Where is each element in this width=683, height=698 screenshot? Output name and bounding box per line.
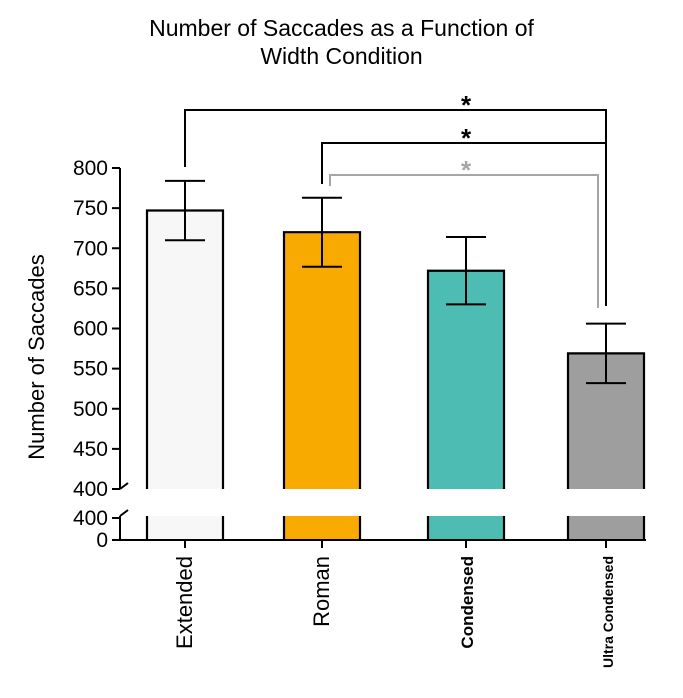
x-tick-label-3: Ultra Condensed bbox=[600, 556, 616, 668]
significance-bracket-2 bbox=[329, 174, 599, 308]
axis-break-mark-top bbox=[119, 482, 129, 490]
chart-title-line-1: Number of Saccades as a Function of bbox=[149, 15, 534, 41]
chart-title: Number of Saccades as a Function of Widt… bbox=[0, 14, 683, 70]
bar-lower-fill-0 bbox=[147, 516, 223, 540]
axis-break-mark-bottom bbox=[119, 509, 129, 517]
y-tick-label-800: 800 bbox=[73, 157, 108, 180]
bar-lower-fill-1 bbox=[284, 516, 360, 540]
significance-star-2: * bbox=[461, 155, 472, 185]
y-tick-label-600: 600 bbox=[73, 318, 108, 341]
y-tick-label-650: 650 bbox=[73, 277, 108, 300]
significance-star-0: * bbox=[461, 90, 472, 120]
x-axis-labels: Extended Roman Condensed Ultra Condensed bbox=[172, 556, 616, 668]
bars bbox=[145, 179, 646, 540]
chart-title-line-2: Width Condition bbox=[260, 43, 423, 69]
y-tick-label-400: 400 bbox=[73, 478, 108, 501]
y-tick-label-450: 450 bbox=[73, 438, 108, 461]
x-tick-label-1: Roman bbox=[309, 556, 334, 627]
y-lower-tick-label-400: 400 bbox=[73, 507, 108, 530]
bar-lower-fill-3 bbox=[568, 516, 644, 540]
x-tick-label-2: Condensed bbox=[458, 556, 477, 649]
bar-0 bbox=[145, 209, 225, 489]
y-tick-label-700: 700 bbox=[73, 237, 108, 260]
bar-lower-fill-2 bbox=[428, 516, 504, 540]
x-tick-label-0: Extended bbox=[172, 556, 197, 649]
y-lower-tick-label-0: 0 bbox=[96, 529, 108, 552]
y-tick-label-750: 750 bbox=[73, 197, 108, 220]
significance-brackets: *** bbox=[184, 90, 607, 308]
significance-bracket-1 bbox=[321, 142, 607, 306]
significance-star-1: * bbox=[461, 123, 472, 153]
y-tick-label-500: 500 bbox=[73, 398, 108, 421]
y-tick-label-550: 550 bbox=[73, 358, 108, 381]
y-axis-label: Number of Saccades bbox=[24, 254, 49, 459]
significance-bracket-0 bbox=[184, 109, 607, 306]
bar-1 bbox=[282, 231, 362, 489]
